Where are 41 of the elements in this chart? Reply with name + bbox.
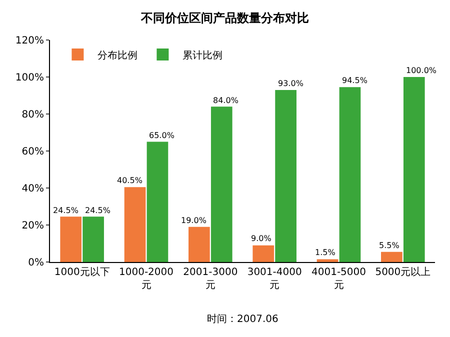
data-label: 5.5%	[379, 241, 400, 250]
legend-label: 累计比例	[182, 49, 223, 62]
bar	[210, 106, 232, 262]
bar	[403, 77, 425, 262]
x-tick-label: 3001-4000 元	[247, 267, 302, 291]
y-tick-label: 60%	[22, 146, 44, 158]
data-label: 1.5%	[315, 248, 336, 257]
bar	[275, 90, 296, 262]
bar	[316, 259, 338, 262]
bar	[339, 87, 361, 262]
x-tick-label: 4001-5000 元	[311, 267, 366, 291]
y-tick-label: 80%	[22, 110, 44, 120]
data-label: 24.5%	[85, 206, 111, 215]
data-label: 94.5%	[342, 76, 368, 85]
data-label: 65.0%	[149, 131, 175, 140]
bar	[82, 216, 104, 262]
data-label: 93.0%	[278, 79, 304, 88]
y-tick-label: 100%	[15, 72, 44, 84]
x-tick-label: 2001-3000 元	[183, 267, 238, 291]
y-tick-label: 0%	[28, 258, 44, 268]
bar	[124, 187, 146, 262]
bar	[60, 216, 82, 262]
text: 时间：2007.06	[207, 313, 278, 325]
bar	[252, 245, 274, 262]
y-tick-label: 40%	[22, 184, 44, 194]
x-tick-label: 1000-2000 元	[118, 267, 174, 291]
chart-title: 不同价位区间产品数量分布对比	[140, 10, 309, 25]
x-tick-label: 5000元以上	[375, 266, 431, 278]
y-tick-label: 20%	[22, 220, 44, 232]
data-label: 9.0%	[251, 234, 272, 243]
data-label: 24.5%	[53, 206, 79, 215]
bar	[188, 226, 210, 262]
y-tick-label: 120%	[15, 36, 44, 46]
bar	[146, 142, 168, 262]
x-tick-label: 1000元以下	[54, 266, 110, 278]
data-label: 100.0%	[406, 66, 437, 75]
data-label: 19.0%	[181, 216, 207, 225]
data-label: 84.0%	[213, 96, 239, 105]
data-label: 40.5%	[117, 176, 143, 185]
bar	[381, 252, 402, 262]
legend-label: 分布比例	[98, 49, 138, 62]
